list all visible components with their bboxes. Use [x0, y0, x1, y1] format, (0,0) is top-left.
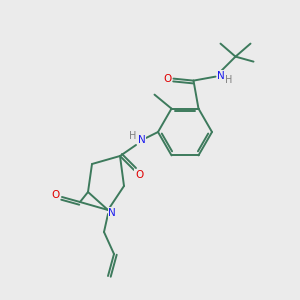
Text: N: N: [218, 70, 225, 81]
Text: H: H: [224, 75, 232, 85]
Text: O: O: [164, 74, 172, 84]
Text: O: O: [135, 170, 143, 180]
Text: N: N: [138, 135, 146, 145]
Text: N: N: [108, 208, 116, 218]
Text: O: O: [51, 190, 59, 200]
Text: H: H: [129, 131, 137, 141]
